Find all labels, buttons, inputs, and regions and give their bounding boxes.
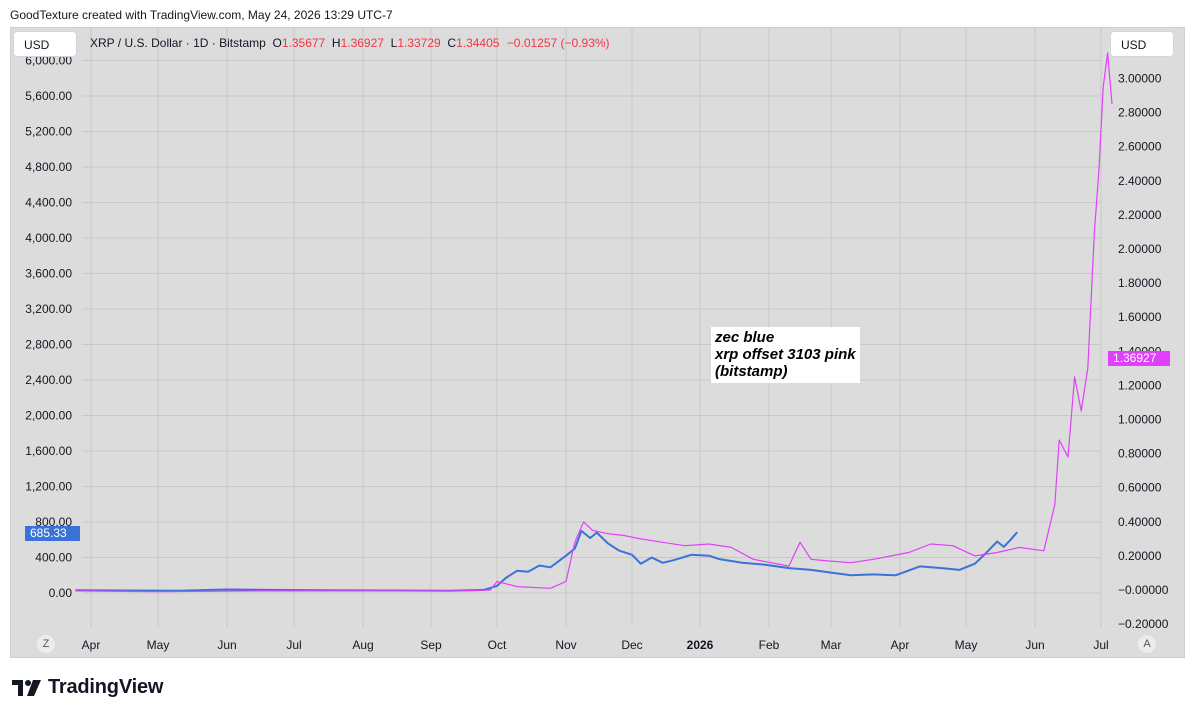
time-axis-tick-label: Apr [82,638,101,652]
right-axis-tick-label: 2.80000 [1118,106,1162,120]
time-axis-tick-label: 2026 [687,638,714,652]
annotation-line: xrp offset 3103 pink [715,346,856,363]
right-axis-tick-label: 3.00000 [1118,72,1162,86]
right-axis-tick-label: 1.00000 [1118,413,1162,427]
right-axis-tick-label: 1.20000 [1118,378,1162,392]
right-axis-tick-label: −0.20000 [1118,617,1169,631]
right-axis-tick-label: 0.60000 [1118,481,1162,495]
close-label: C [447,36,457,50]
zec-series-line [75,529,1018,592]
tradingview-logo-icon [12,679,41,696]
left-axis-tick-label: 2,000.00 [25,409,72,423]
change-value: −0.01257 (−0.93%) [506,36,610,50]
left-axis-tick-label: 2,400.00 [25,373,72,387]
open-label: O [272,36,282,50]
left-axis-tick-label: 0.00 [49,586,73,600]
time-axis-tick-label: May [955,638,978,652]
left-axis-tick-label: 4,800.00 [25,160,72,174]
annotation-line: zec blue [715,329,775,346]
time-axis-tick-label: Apr [891,638,910,652]
auto-scale-button[interactable]: A [1138,635,1156,653]
left-axis-tick-label: 4,000.00 [25,231,72,245]
low-label: L [390,36,398,50]
series-lines [75,52,1113,593]
right-axis-tick-label: 0.40000 [1118,515,1162,529]
time-axis-tick-label: Jul [286,638,301,652]
high-value: 1.36927 [340,36,384,50]
grid-lines [82,27,1102,627]
zec-last-price-tag: 685.33 [25,526,80,541]
price-chart[interactable]: 6,000.00 5,600.00 5,200.00 4,800.00 4,400.00… [10,27,1185,658]
chart-annotation[interactable]: zec blue xrp offset 3103 pink (bitstamp) [711,327,860,383]
left-axis-tick-label: 1,600.00 [25,444,72,458]
chart-credit: GoodTexture created with TradingView.com… [10,8,393,22]
xrp-series-line [75,52,1113,593]
time-axis-ticks: Apr May Jun Jul Aug Sep Oct Nov Dec 2026 Feb Mar Apr… [82,638,1109,652]
time-axis-tick-label: Feb [759,638,780,652]
time-axis-tick-label: Jul [1093,638,1108,652]
left-axis-tick-label: 5,600.00 [25,89,72,103]
time-axis-tick-label: Sep [420,638,442,652]
low-value: 1.33729 [397,36,441,50]
annotation-line: (bitstamp) [715,363,788,380]
symbol-legend: XRP / U.S. Dollar · 1D · Bitstamp O1.356… [90,36,610,50]
time-axis-tick-label: Mar [821,638,842,652]
left-currency-selector[interactable]: USD [13,31,77,57]
time-axis-tick-label: Aug [352,638,373,652]
left-axis-tick-label: 3,200.00 [25,302,72,316]
right-axis-tick-label: 2.00000 [1118,242,1162,256]
right-currency-selector[interactable]: USD [1110,31,1174,57]
left-axis-tick-label: 3,600.00 [25,267,72,281]
tradingview-wordmark: TradingView [48,676,164,698]
close-value: 1.34405 [456,36,500,50]
time-axis-tick-label: Jun [217,638,236,652]
zoom-button[interactable]: Z [37,635,55,653]
left-axis-ticks: 6,000.00 5,600.00 5,200.00 4,800.00 4,400.00… [25,54,72,601]
right-axis-tick-label: 0.20000 [1118,549,1162,563]
symbol-title: XRP / U.S. Dollar · 1D · Bitstamp [90,36,266,50]
time-axis-tick-label: Oct [488,638,507,652]
right-axis-tick-label: 1.80000 [1118,276,1162,290]
left-axis-tick-label: 6,000.00 [25,54,72,68]
right-axis-tick-label: 2.60000 [1118,140,1162,154]
time-axis-tick-label: Jun [1025,638,1044,652]
left-axis-tick-label: 400.00 [35,551,72,565]
right-axis-ticks: 3.00000 2.80000 2.60000 2.40000 2.20000 2.000… [1118,72,1169,632]
left-axis-tick-label: 800.00 [35,515,72,529]
time-axis-tick-label: May [147,638,170,652]
right-axis-tick-label: 1.60000 [1118,310,1162,324]
left-axis-tick-label: 1,200.00 [25,480,72,494]
time-axis-tick-label: Dec [621,638,642,652]
right-axis-tick-label: 2.40000 [1118,174,1162,188]
left-axis-tick-label: 5,200.00 [25,125,72,139]
tradingview-logo[interactable]: TradingView [12,676,163,699]
chart-frame [10,27,1185,658]
right-axis-tick-label: −0.00000 [1118,583,1169,597]
xrp-last-price-tag: 1.36927 [1108,351,1170,366]
high-label: H [331,36,341,50]
right-axis-tick-label: 2.20000 [1118,208,1162,222]
left-axis-tick-label: 4,400.00 [25,196,72,210]
left-axis-tick-label: 2,800.00 [25,338,72,352]
right-axis-tick-label: 0.80000 [1118,447,1162,461]
time-axis-tick-label: Nov [555,638,576,652]
open-value: 1.35677 [281,36,326,50]
